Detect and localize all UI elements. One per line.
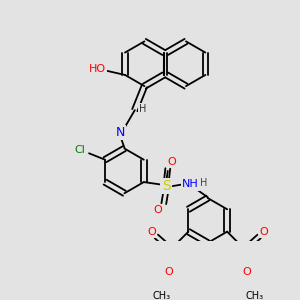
Text: O: O: [260, 227, 268, 237]
Text: H: H: [200, 178, 208, 188]
Text: O: O: [147, 227, 156, 237]
Text: H: H: [139, 103, 146, 113]
Text: O: O: [154, 205, 163, 215]
Text: O: O: [167, 157, 176, 167]
Text: N: N: [116, 126, 125, 139]
Text: NH: NH: [182, 179, 199, 190]
Text: HO: HO: [88, 64, 106, 74]
Text: O: O: [165, 267, 174, 277]
Text: O: O: [242, 267, 251, 277]
Text: CH₃: CH₃: [152, 291, 170, 300]
Text: S: S: [162, 179, 171, 193]
Text: Cl: Cl: [74, 145, 85, 155]
Text: CH₃: CH₃: [245, 291, 263, 300]
